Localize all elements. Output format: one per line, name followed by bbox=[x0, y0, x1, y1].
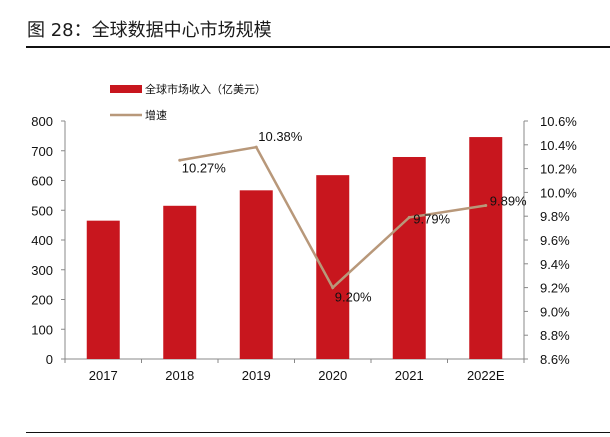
bar-2018 bbox=[163, 205, 197, 359]
left-tick-label: 700 bbox=[31, 144, 53, 159]
right-tick-label: 8.6% bbox=[540, 352, 570, 367]
left-tick-label: 200 bbox=[31, 293, 53, 308]
left-tick-label: 800 bbox=[31, 114, 53, 129]
figure-title: 图 28：全球数据中心市场规模 bbox=[27, 20, 272, 41]
left-tick-label: 300 bbox=[31, 263, 53, 278]
growth-point bbox=[178, 158, 182, 162]
bar-2022e bbox=[469, 137, 503, 359]
growth-point bbox=[407, 215, 411, 219]
right-tick-label: 10.2% bbox=[540, 162, 577, 177]
bar-2021 bbox=[392, 156, 426, 359]
right-tick-label: 9.4% bbox=[540, 257, 570, 272]
right-tick-label: 9.8% bbox=[540, 209, 570, 224]
growth-data-label: 9.89% bbox=[490, 193, 527, 208]
top-rule bbox=[26, 46, 610, 48]
x-tick-label: 2020 bbox=[318, 368, 347, 383]
left-tick-label: 100 bbox=[31, 322, 53, 337]
left-tick-label: 600 bbox=[31, 174, 53, 189]
x-tick-label: 2018 bbox=[165, 368, 194, 383]
legend-bar-swatch bbox=[110, 85, 142, 93]
legend-line-label: 增速 bbox=[145, 108, 167, 122]
x-tick-label: 2022E bbox=[467, 368, 505, 383]
x-tick-label: 2017 bbox=[89, 368, 118, 383]
growth-data-label: 10.27% bbox=[182, 160, 227, 175]
growth-data-label: 9.20% bbox=[335, 290, 372, 305]
right-tick-label: 8.8% bbox=[540, 328, 570, 343]
left-tick-label: 400 bbox=[31, 233, 53, 248]
left-tick-label: 0 bbox=[46, 352, 53, 367]
right-tick-label: 9.2% bbox=[540, 281, 570, 296]
growth-data-label: 9.79% bbox=[413, 211, 450, 226]
right-tick-label: 10.6% bbox=[540, 114, 577, 129]
right-tick-label: 9.6% bbox=[540, 233, 570, 248]
left-tick-label: 500 bbox=[31, 203, 53, 218]
right-tick-label: 10.4% bbox=[540, 138, 577, 153]
x-tick-label: 2021 bbox=[395, 368, 424, 383]
growth-point bbox=[484, 203, 488, 207]
bar-2017 bbox=[86, 220, 120, 359]
x-tick-label: 2019 bbox=[242, 368, 271, 383]
growth-point bbox=[331, 286, 335, 290]
bottom-rule bbox=[26, 432, 610, 433]
right-tick-label: 10.0% bbox=[540, 185, 577, 200]
growth-point bbox=[254, 145, 258, 149]
right-tick-label: 9.0% bbox=[540, 304, 570, 319]
growth-data-label: 10.38% bbox=[258, 129, 303, 144]
legend-bar-label: 全球市场收入（亿美元） bbox=[145, 82, 266, 96]
bar-2019 bbox=[239, 190, 273, 359]
